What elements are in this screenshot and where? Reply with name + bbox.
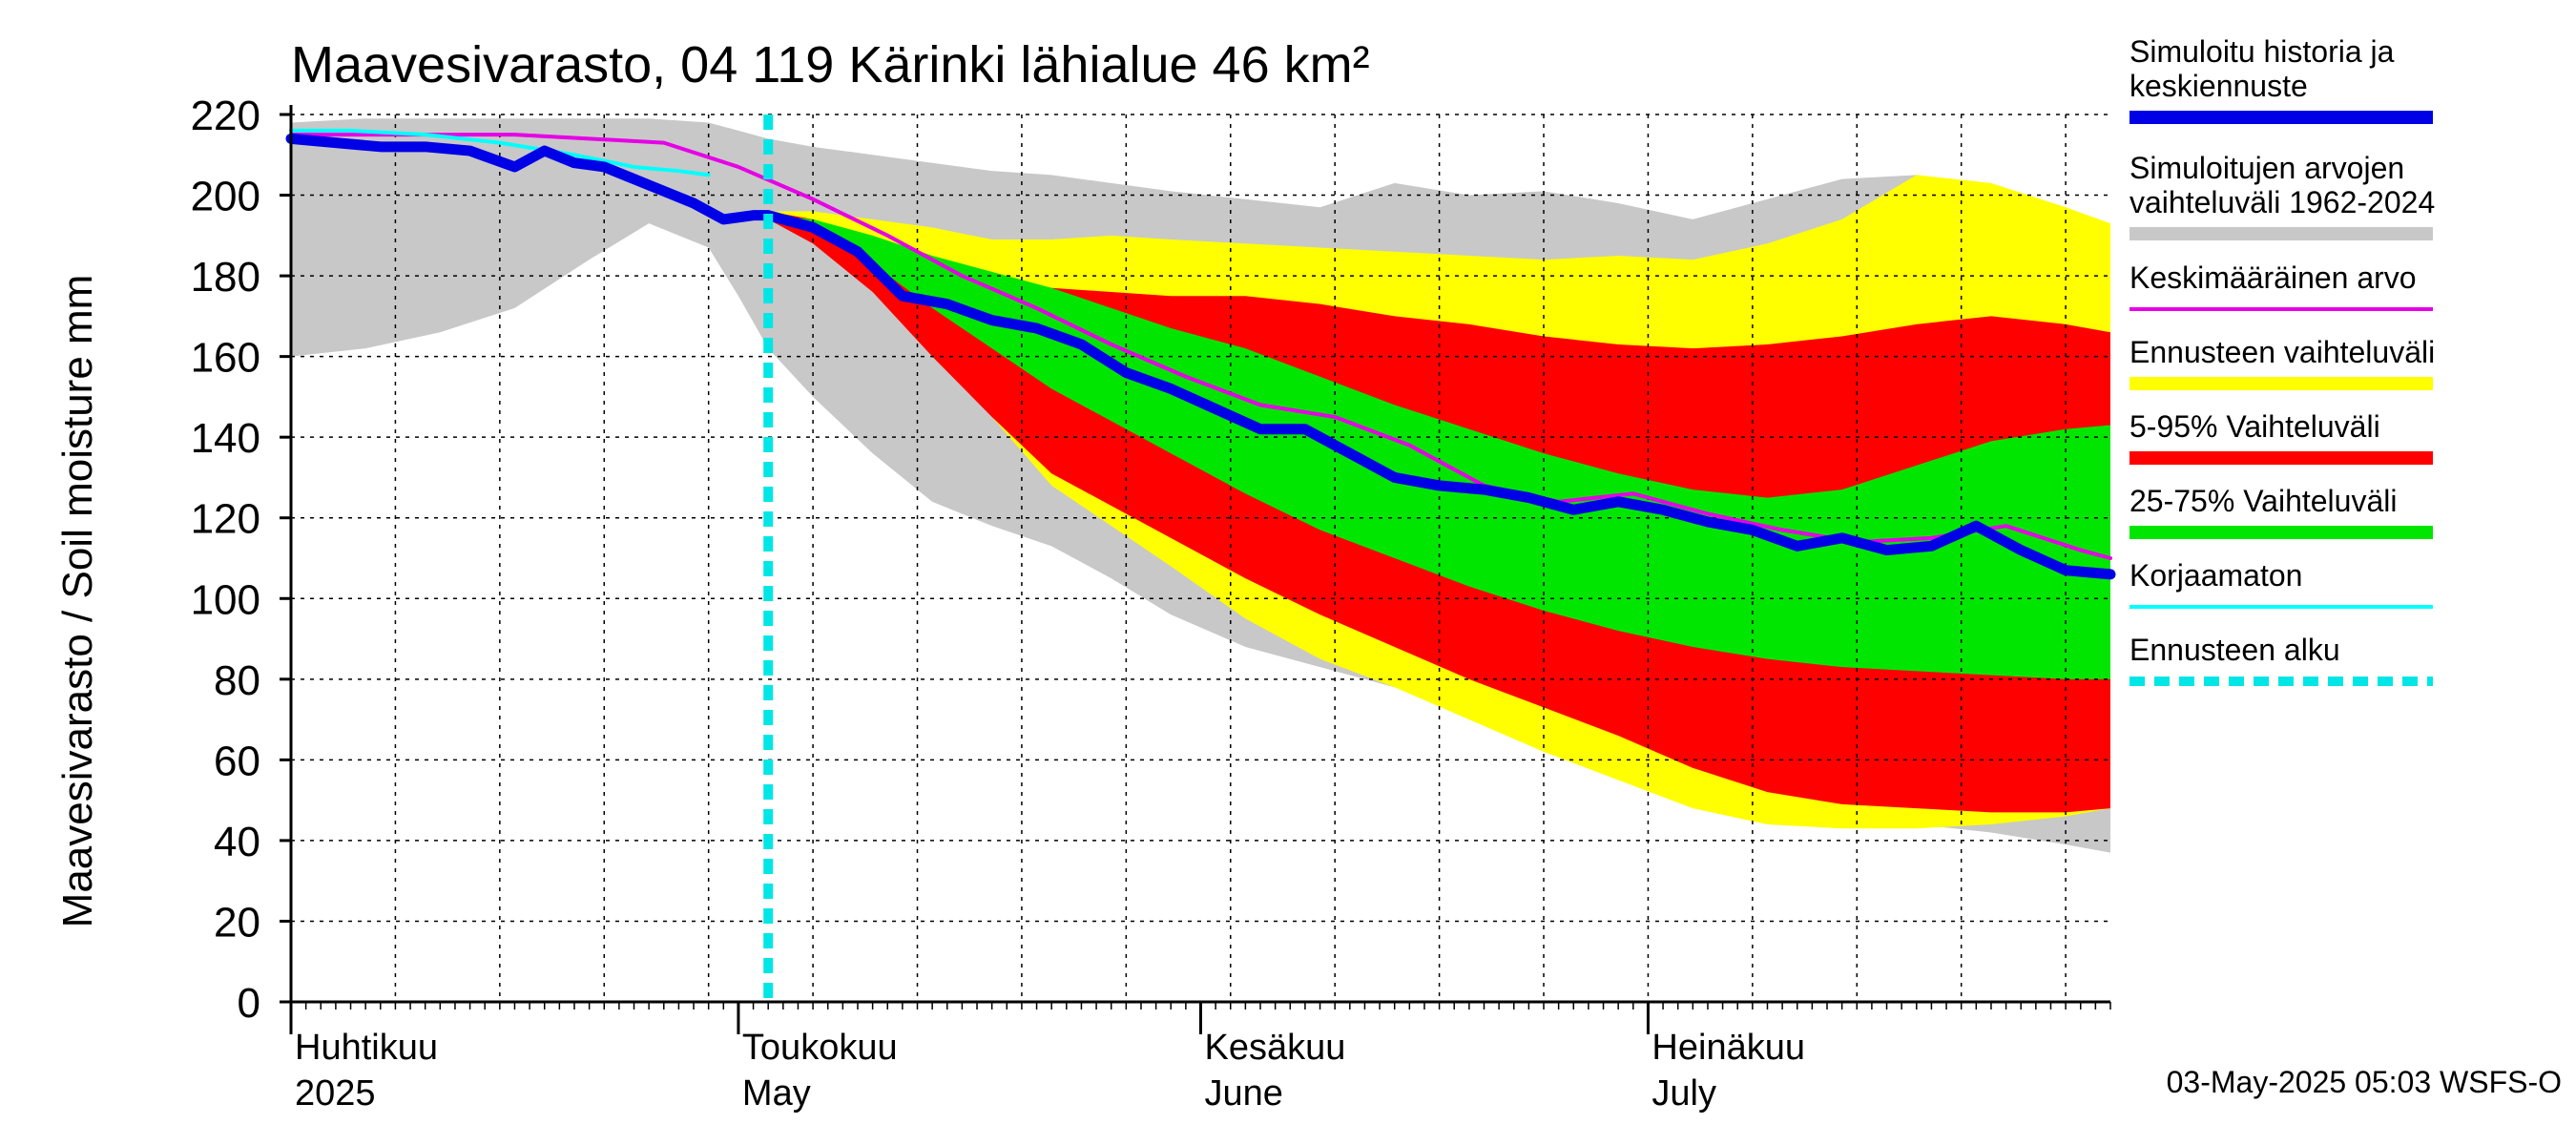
legend: Simuloitu historia ja keskiennuste Simuloi… — [2129, 34, 2435, 686]
y-tick-label: 180 — [191, 254, 260, 301]
legend-label-25-75-vaihteluv-li: 25-75% Vaihteluväli — [2129, 484, 2397, 518]
x-month-label-en: July — [1652, 1073, 1716, 1114]
band-25-75-vaihteluv-li — [768, 215, 2110, 679]
grid-layer — [291, 114, 2110, 1002]
legend-label-ennusteen-vaihteluv-li: Ennusteen vaihteluväli — [2129, 335, 2435, 369]
legend-label-simuloitujen-arvojen: Simuloitujen arvojen vaihteluväli 1962-20… — [2129, 151, 2435, 219]
y-tick-label: 160 — [191, 335, 260, 382]
y-tick-label: 20 — [214, 899, 260, 946]
x-month-label-en: June — [1205, 1073, 1283, 1114]
y-tick-label: 40 — [214, 819, 260, 865]
y-tick-label: 220 — [191, 93, 260, 139]
lines-layer — [285, 128, 2116, 580]
y-tick-label: 200 — [191, 174, 260, 220]
y-tick-label: 0 — [238, 980, 260, 1027]
x-month-label-fi: Kesäkuu — [1205, 1028, 1346, 1068]
y-tick-label: 120 — [191, 496, 260, 543]
legend-label-korjaamaton: Korjaamaton — [2129, 558, 2302, 593]
y-tick-label: 80 — [214, 657, 260, 704]
legend-label-5-95-vaihteluv-li: 5-95% Vaihteluväli — [2129, 409, 2380, 444]
line-korjaamaton — [289, 128, 711, 177]
y-axis-label: Maavesivarasto / Soil moisture mm — [54, 275, 101, 928]
x-ticks: Huhtikuu 2025 Toukokuu May Kesäkuu June Heinäk… — [289, 1002, 2111, 1114]
x-month-label-fi: Huhtikuu — [295, 1028, 438, 1068]
x-month-label-en: 2025 — [295, 1073, 376, 1114]
legend-label-simuloitu-historia-ja: Simuloitu historia ja keskiennuste — [2129, 34, 2395, 103]
y-tick-label: 140 — [191, 415, 260, 462]
chart-title: Maavesivarasto, 04 119 Kärinki lähialue … — [291, 36, 1370, 94]
x-month-label-en: May — [742, 1073, 811, 1114]
x-month-label-fi: Heinäkuu — [1652, 1028, 1805, 1068]
y-tick-label: 60 — [214, 738, 260, 784]
y-tick-label: 100 — [191, 576, 260, 623]
legend-label-keskim-r-inen-arvo: Keskimääräinen arvo — [2129, 260, 2417, 295]
x-month-label-fi: Toukokuu — [742, 1028, 898, 1068]
footer-timestamp: 03-May-2025 05:03 WSFS-O — [2167, 1065, 2562, 1099]
y-ticks: 0 20 40 60 80 100 120 140 160 180 200 220 — [191, 93, 291, 1027]
line-simuloitu-historia-ja-keskiennuste — [285, 133, 2116, 580]
legend-label-ennusteen-alku: Ennusteen alku — [2129, 633, 2340, 667]
